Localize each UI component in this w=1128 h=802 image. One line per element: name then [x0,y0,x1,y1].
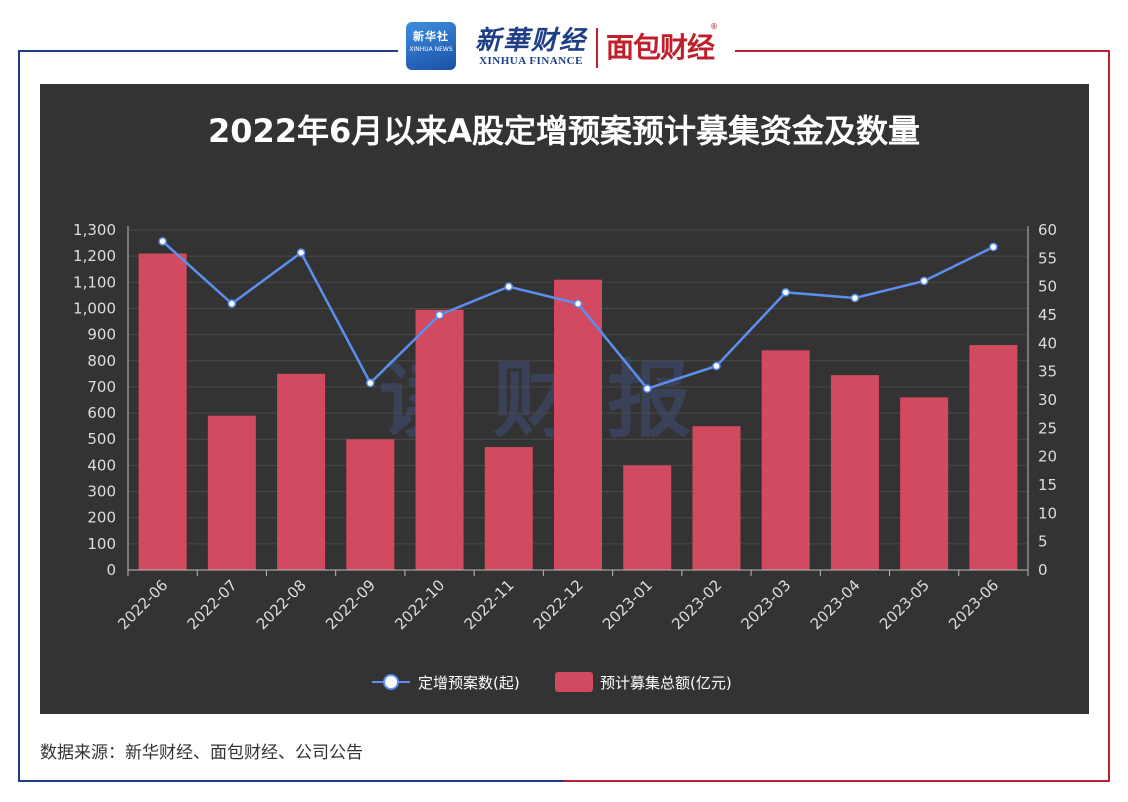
mianbao-finance-logo: 面包财经 [606,31,715,64]
y-right-tick-label: 10 [1038,504,1057,522]
y-left-tick-label: 200 [87,509,116,527]
line-point [573,299,583,308]
x-tick-label: 2023-03 [737,576,794,633]
chart-panel: 2022年6月以来A股定增预案预计募集资金及数量 读财报 0 100 200 300 4… [40,84,1089,714]
line-point [504,282,514,291]
y-left-tick-label: 800 [87,352,116,370]
x-tick-label: 2022-10 [391,576,448,633]
y-right-tick-label: 30 [1038,391,1057,409]
frame-bottom-right-border [564,780,1110,782]
y-right-tick-label: 25 [1038,419,1057,437]
bar [623,465,672,570]
line-point [296,248,306,257]
line-point [435,310,444,320]
x-tick-label: 2022-08 [253,576,310,633]
y-right-tick-label: 35 [1038,363,1057,381]
line-point [642,384,652,393]
line-point [781,288,790,297]
legend-bar-swatch [555,672,593,692]
bar [484,447,533,570]
bar [346,439,395,570]
y-left-tick-label: 900 [87,326,116,344]
x-tick-label: 2022-12 [530,576,587,633]
y-right-tick-label: 15 [1038,476,1057,494]
x-tick-label: 2022-06 [114,576,171,633]
bar-series [138,253,1018,571]
y-right-tick-label: 0 [1038,561,1048,579]
combo-chart: 2022年6月以来A股定增预案预计募集资金及数量 读财报 01002003004… [73,112,1057,692]
line-series [158,237,998,393]
line-point [366,378,375,388]
frame-top-left-border [18,50,398,52]
bar [138,253,187,571]
xinhua-finance-en: XINHUA FINANCE [479,55,583,67]
line-point [850,293,860,303]
bar [761,350,810,570]
bar [207,415,256,570]
y-right-tick-label: 5 [1038,533,1048,551]
header-logos: 新华社 XINHUA NEWS 新華财经 XINHUA FINANCE 面包财经… [404,18,734,72]
x-tick-label: 2023-04 [807,576,864,633]
bar [415,309,464,570]
registered-mark: ® [710,22,718,31]
y-left-tick-label: 600 [87,404,116,422]
y-left-tick-label: 1,000 [73,299,116,317]
x-tick-label: 2023-05 [876,576,933,633]
x-tick-label: 2022-11 [461,576,518,633]
x-tick-label: 2023-01 [599,576,656,633]
xinhua-badge-cn: 新华社 [413,30,449,43]
y-left-tick-label: 700 [87,378,116,396]
bar [554,279,602,570]
source-note: 数据来源：新华财经、面包财经、公司公告 [40,743,363,763]
bar [277,373,326,570]
xinhua-news-logo: 新华社 XINHUA NEWS [406,22,456,70]
line-point [989,242,998,252]
legend-line-marker [383,674,399,690]
y-left-tick-label: 400 [87,456,116,474]
legend: 定增预案数(起) 预计募集总额(亿元) [372,672,732,692]
y-right-tick-label: 60 [1038,221,1057,239]
legend-bar-label: 预计募集总额(亿元) [600,674,732,692]
y-left-tick-label: 100 [87,535,116,553]
x-tick-label: 2023-06 [945,576,1002,633]
xinhua-finance-logo: 新華财经 XINHUA FINANCE [466,20,596,67]
bar [969,345,1018,570]
bar [692,426,741,570]
frame-top-right-border [735,50,1110,52]
legend-line-label: 定增预案数(起) [418,674,520,692]
y-left-tick-label: 0 [106,561,116,579]
frame-left-border [18,50,20,782]
y-left-tick-label: 1,200 [73,247,116,265]
bar [830,375,879,570]
chart-title: 2022年6月以来A股定增预案预计募集资金及数量 [208,112,920,150]
line-point [919,276,929,286]
x-tick-label: 2022-07 [184,576,241,633]
y-right-tick-label: 55 [1038,249,1057,267]
y-right-tick-label: 45 [1038,306,1057,324]
frame-bottom-left-border [18,780,564,782]
line-point [712,361,721,371]
frame-right-border [1108,50,1110,782]
y-right-tick-label: 50 [1038,278,1057,296]
bar [900,397,949,570]
y-right-tick-label: 40 [1038,334,1057,352]
xinhua-finance-cn: 新華财经 [474,26,587,56]
xinhua-badge-en: XINHUA NEWS [409,46,453,53]
y-right-tick-label: 20 [1038,448,1057,466]
y-left-tick-label: 1,300 [73,221,116,239]
x-tick-label: 2022-09 [322,576,379,633]
y-left-tick-label: 300 [87,483,116,501]
y-left-tick-label: 500 [87,430,116,448]
x-tick-label: 2023-02 [668,576,725,633]
line-point [227,299,237,308]
logo-divider [596,28,598,68]
line-point [158,237,167,246]
y-left-tick-label: 1,100 [73,273,116,291]
